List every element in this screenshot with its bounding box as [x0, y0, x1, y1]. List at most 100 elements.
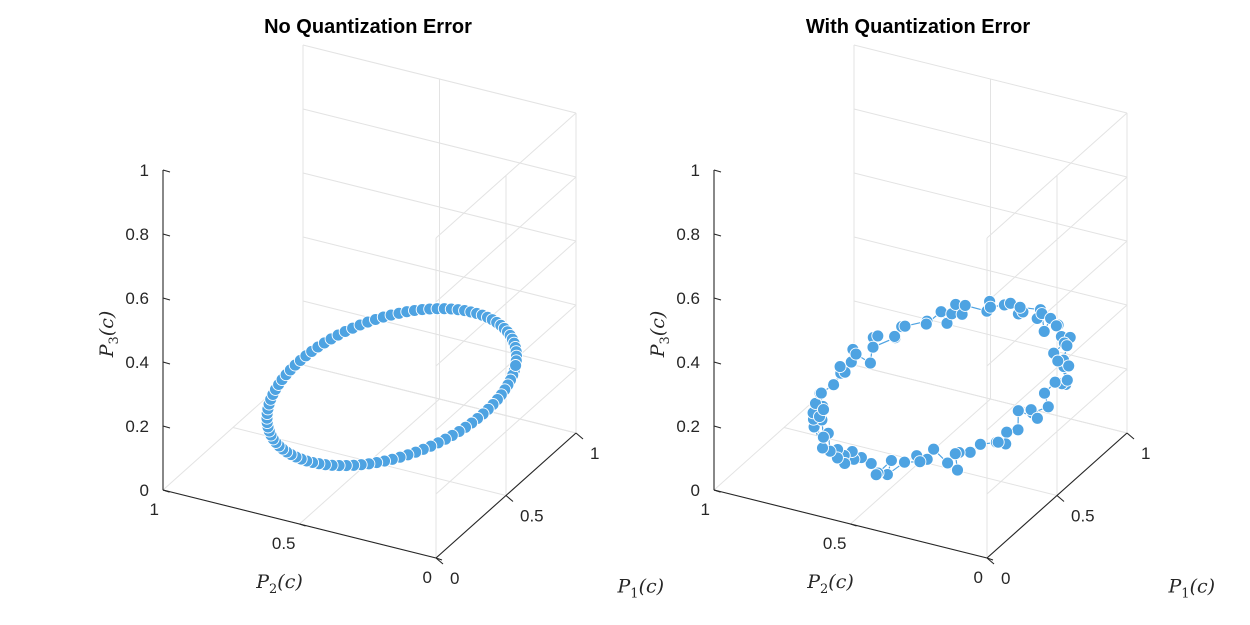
data-point [958, 298, 972, 312]
z-tick-mark [162, 425, 171, 429]
data-point [509, 359, 523, 372]
grid-line [435, 368, 577, 495]
grid-line [986, 112, 1128, 239]
data-point [927, 442, 941, 456]
data-point [1038, 386, 1051, 400]
y-tick-mark [435, 557, 443, 561]
x-tick-mark [986, 557, 995, 565]
grid-line [986, 240, 1128, 367]
y-tick-label: 0 [423, 568, 432, 587]
data-point [1048, 375, 1062, 389]
x-tick-label: 0 [450, 569, 459, 588]
z-tick-label: 0.2 [125, 417, 149, 436]
x-tick-mark [575, 432, 584, 440]
data-point [1041, 400, 1055, 414]
y-tick-label: 1 [150, 500, 159, 519]
x-tick-label: 0.5 [1071, 507, 1095, 526]
x-tick-mark [1126, 432, 1135, 440]
z-tick-mark [713, 489, 722, 493]
data-point [816, 430, 830, 444]
data-point [863, 356, 877, 370]
data-point [1051, 354, 1065, 368]
z-tick-label: 0.6 [125, 289, 149, 308]
grid-lines [162, 44, 577, 559]
z-tick-label: 0.4 [125, 353, 149, 372]
y-tick-mark [850, 523, 857, 527]
data-point [1011, 404, 1025, 418]
x-axis-label: P1(c) [1167, 575, 1215, 601]
data-point [948, 447, 962, 461]
z-axis-label: P3(c) [647, 311, 673, 359]
data-series [806, 294, 1077, 482]
data-point [983, 300, 997, 314]
data-point [951, 463, 964, 477]
x-axis-label: P1(c) [616, 575, 664, 601]
data-point [871, 329, 885, 343]
data-point [1000, 425, 1014, 439]
data-point [817, 403, 830, 417]
data-point [963, 445, 977, 459]
data-point [1037, 324, 1051, 338]
grid-line [986, 304, 1128, 431]
z-tick-label: 1 [691, 161, 700, 180]
data-point [1011, 423, 1025, 437]
chart-title: No Quantization Error [264, 16, 472, 38]
data-series [260, 302, 523, 473]
data-point [827, 378, 841, 392]
x-tick-label: 0 [1001, 569, 1010, 588]
z-axis-label: P3(c) [96, 311, 122, 359]
data-point [864, 457, 878, 470]
z-tick-mark [713, 297, 722, 301]
z-tick-label: 0.8 [125, 225, 149, 244]
y-tick-label: 1 [701, 500, 710, 519]
z-tick-mark [713, 361, 722, 365]
right-3d-scatter-plot: 00.5100.5100.20.40.60.81P1(c)P2(c)P3(c)W… [647, 16, 1215, 601]
z-tick-mark [162, 233, 171, 237]
y-tick-mark [986, 557, 994, 561]
y-tick-label: 0.5 [272, 534, 296, 553]
z-tick-label: 0 [691, 481, 700, 500]
x-tick-label: 0.5 [520, 507, 544, 526]
left-3d-scatter-plot: 00.5100.5100.20.40.60.81P1(c)P2(c)P3(c)N… [96, 16, 664, 601]
z-tick-mark [713, 169, 722, 173]
grid-line [302, 172, 577, 242]
z-tick-label: 0.2 [676, 417, 700, 436]
z-tick-label: 0.4 [676, 353, 700, 372]
z-tick-label: 0.8 [676, 225, 700, 244]
grid-line [302, 300, 577, 370]
grid-line [435, 112, 577, 239]
y-axis-label: P2(c) [255, 571, 303, 597]
grid-line [986, 176, 1128, 303]
data-point [934, 305, 948, 319]
chart-title: With Quantization Error [806, 16, 1030, 38]
grid-line [853, 172, 1128, 242]
z-tick-label: 0 [140, 481, 149, 500]
y-axis-label: P2(c) [806, 571, 854, 597]
data-point [1013, 300, 1027, 314]
data-point [884, 454, 898, 467]
data-point [1060, 373, 1074, 387]
data-point [919, 317, 933, 331]
grid-line [302, 44, 577, 114]
x-tick-mark [1056, 495, 1065, 502]
grid-lines [713, 44, 1128, 559]
y-tick-label: 0 [974, 568, 983, 587]
grid-line [853, 44, 1128, 114]
data-point [1024, 403, 1038, 417]
z-tick-label: 0.6 [676, 289, 700, 308]
data-point [913, 455, 927, 469]
z-tick-label: 1 [140, 161, 149, 180]
grid-line [435, 176, 577, 303]
y-tick-mark [299, 523, 306, 527]
grid-line [302, 108, 577, 178]
z-tick-mark [162, 361, 171, 365]
data-point [898, 319, 912, 333]
z-tick-mark [162, 489, 171, 493]
data-point [973, 437, 987, 451]
grid-line [986, 368, 1128, 495]
data-point [898, 455, 911, 469]
x-tick-mark [505, 495, 514, 502]
grid-line [435, 304, 577, 431]
